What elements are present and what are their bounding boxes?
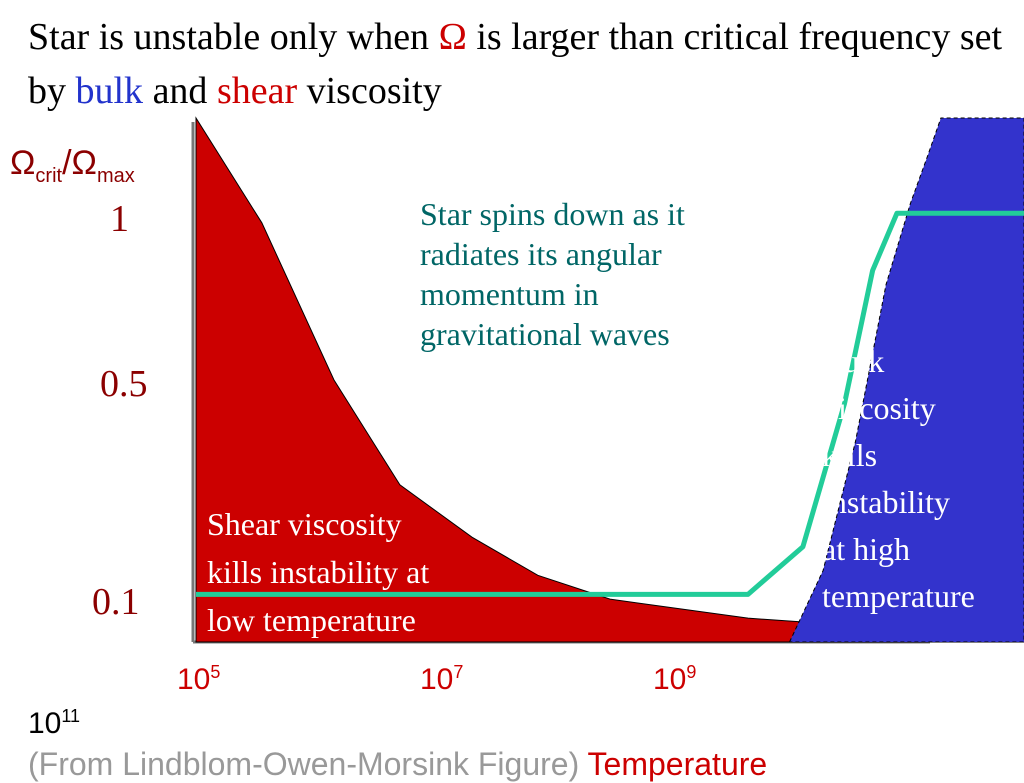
shear-annotation: Shear viscosity kills instability at low… bbox=[207, 500, 507, 644]
x-axis-label: Temperature bbox=[587, 746, 768, 782]
x-tick-label: 105 bbox=[177, 662, 221, 696]
y-tick-label: 0.5 bbox=[100, 363, 148, 405]
annotation-line: radiates its angular bbox=[420, 236, 662, 272]
gw-annotation: Star spins down as it radiates its angul… bbox=[420, 194, 760, 354]
bulk-region bbox=[788, 117, 1024, 643]
title-bulk: bulk bbox=[75, 70, 144, 112]
bulk-annotation: Bulk viscosity kills instability at high… bbox=[822, 338, 1022, 620]
annotation-line: kills instability at bbox=[207, 554, 430, 590]
slide-title: Star is unstable only when Ω is larger t… bbox=[28, 10, 1008, 118]
annotation-line: low temperature bbox=[207, 602, 416, 638]
x-tick-label: 107 bbox=[420, 662, 464, 696]
y-tick-label: 1 bbox=[110, 198, 129, 240]
shear-region bbox=[195, 116, 1024, 643]
source-text: (From Lindblom-Owen-Morsink Figure) bbox=[28, 746, 588, 782]
title-text-1: Star is unstable only when bbox=[28, 16, 439, 58]
annotation-line: gravitational waves bbox=[420, 316, 670, 352]
annotation-line: kills bbox=[822, 437, 878, 473]
title-omega: Ω bbox=[438, 16, 467, 58]
ylabel-omega: Ω bbox=[10, 144, 36, 182]
title-shear: shear bbox=[216, 70, 298, 112]
annotation-line: instability bbox=[822, 484, 950, 520]
chart-regions bbox=[195, 116, 1024, 643]
title-text-4: viscosity bbox=[297, 70, 442, 112]
annotation-line: temperature bbox=[822, 578, 975, 614]
y-axis-label: Ωcrit/Ωmax bbox=[10, 144, 135, 188]
annotation-line: momentum in bbox=[420, 276, 599, 312]
source-footer: (From Lindblom-Owen-Morsink Figure) Temp… bbox=[28, 746, 767, 783]
ylabel-sub-crit: crit bbox=[35, 164, 63, 187]
x-tick-label-extra: 1011 bbox=[28, 706, 81, 740]
y-tick-label: 0.1 bbox=[92, 581, 140, 623]
annotation-line: viscosity bbox=[822, 390, 936, 426]
x-tick-label: 109 bbox=[653, 662, 697, 696]
annotation-line: at high bbox=[822, 531, 910, 567]
chart-curves bbox=[196, 210, 1024, 597]
gw-spindown-curve bbox=[196, 210, 1024, 597]
ylabel-sub-max: max bbox=[96, 164, 135, 187]
annotation-line: Shear viscosity bbox=[207, 506, 402, 542]
title-text-2: is larger than critical frequency set by bbox=[28, 16, 1003, 112]
annotation-line: Star spins down as it bbox=[420, 196, 685, 232]
ylabel-slash-omega: /Ω bbox=[62, 144, 97, 182]
title-text-3: and bbox=[143, 70, 217, 112]
annotation-line: Bulk bbox=[822, 343, 885, 379]
